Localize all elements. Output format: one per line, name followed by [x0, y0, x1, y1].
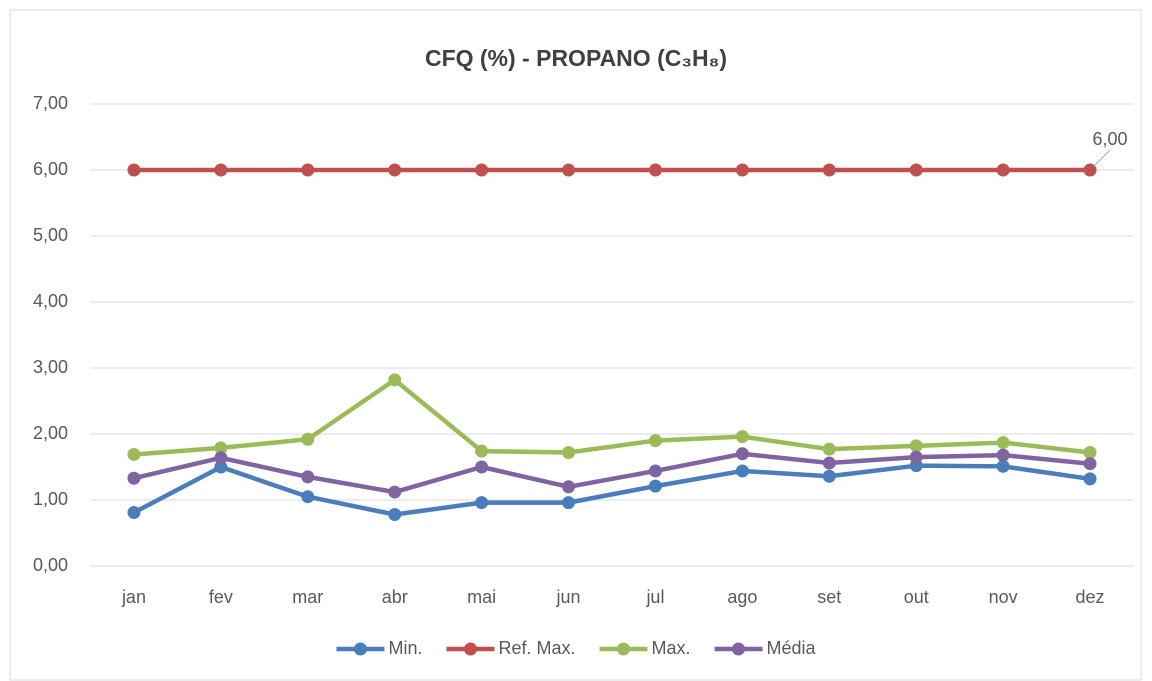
- data-point: [562, 445, 576, 459]
- data-point: [996, 163, 1010, 177]
- data-point: [1083, 472, 1097, 486]
- x-tick-label: dez: [1076, 587, 1105, 607]
- data-point: [388, 485, 402, 499]
- data-point: [735, 430, 749, 444]
- data-point: [301, 490, 315, 504]
- legend-label: Média: [767, 638, 817, 658]
- data-point: [562, 163, 576, 177]
- data-point: [996, 459, 1010, 473]
- data-point: [909, 439, 923, 453]
- data-point: [475, 460, 489, 474]
- data-point: [214, 460, 228, 474]
- series-line: [132, 463, 1091, 517]
- data-point: [735, 163, 749, 177]
- legend-label: Max.: [652, 638, 691, 658]
- x-tick-label: out: [904, 587, 929, 607]
- x-tick-label: set: [817, 587, 841, 607]
- data-point: [648, 434, 662, 448]
- y-tick-label: 7,00: [33, 93, 68, 113]
- label-leader: [1093, 149, 1111, 167]
- data-point: [909, 163, 923, 177]
- data-point: [909, 450, 923, 464]
- x-tick-label: mai: [467, 587, 496, 607]
- data-point: [475, 444, 489, 458]
- x-tick-label: nov: [989, 587, 1018, 607]
- y-tick-label: 2,00: [33, 423, 68, 443]
- data-point: [648, 163, 662, 177]
- y-tick-label: 4,00: [33, 291, 68, 311]
- data-point: [388, 373, 402, 387]
- legend-label: Min.: [388, 638, 422, 658]
- data-point: [648, 464, 662, 478]
- data-point: [301, 470, 315, 484]
- data-point: [822, 163, 836, 177]
- data-point: [214, 451, 228, 465]
- series-line: [133, 377, 1091, 457]
- data-point: [301, 432, 315, 446]
- data-point: [127, 447, 141, 461]
- legend-marker: [732, 642, 746, 656]
- y-tick-label: 1,00: [33, 489, 68, 509]
- data-point: [822, 469, 836, 483]
- x-tick-label: jan: [121, 587, 146, 607]
- data-point: [996, 448, 1010, 462]
- data-point: [735, 464, 749, 478]
- legend-marker: [617, 642, 630, 656]
- data-point: [1083, 445, 1097, 459]
- data-point: [388, 508, 402, 522]
- legend-marker: [353, 642, 367, 656]
- y-tick-label: 6,00: [33, 159, 68, 179]
- chart-border: [9, 9, 1142, 681]
- data-point: [475, 496, 489, 510]
- y-tick-label: 0,00: [33, 555, 68, 575]
- data-point: [822, 442, 836, 456]
- x-tick-label: jul: [645, 587, 664, 607]
- x-tick-label: abr: [382, 587, 408, 607]
- x-tick-label: fev: [209, 587, 233, 607]
- x-tick-label: jun: [556, 587, 581, 607]
- data-point: [562, 480, 576, 494]
- data-point: [1083, 457, 1097, 471]
- series-line: [133, 451, 1091, 495]
- data-label: 6,00: [1093, 129, 1128, 149]
- y-tick-label: 3,00: [33, 357, 68, 377]
- data-point: [127, 471, 141, 485]
- data-point: [127, 506, 141, 520]
- y-tick-label: 5,00: [33, 225, 68, 245]
- chart-title: CFQ (%) - PROPANO (C₃H₈): [425, 45, 727, 71]
- x-tick-label: ago: [727, 587, 757, 607]
- data-point: [648, 479, 662, 493]
- data-point: [735, 447, 749, 461]
- data-point: [214, 163, 228, 177]
- data-point: [1083, 163, 1097, 177]
- data-point: [127, 163, 141, 177]
- data-point: [214, 441, 228, 455]
- data-point: [475, 163, 489, 177]
- data-point: [301, 163, 315, 177]
- legend-label: Ref. Max.: [498, 638, 575, 658]
- legend-marker: [463, 642, 477, 656]
- data-point: [562, 496, 576, 510]
- x-tick-label: mar: [292, 587, 323, 607]
- data-point: [996, 436, 1010, 450]
- data-point: [822, 456, 836, 470]
- data-point: [388, 163, 402, 177]
